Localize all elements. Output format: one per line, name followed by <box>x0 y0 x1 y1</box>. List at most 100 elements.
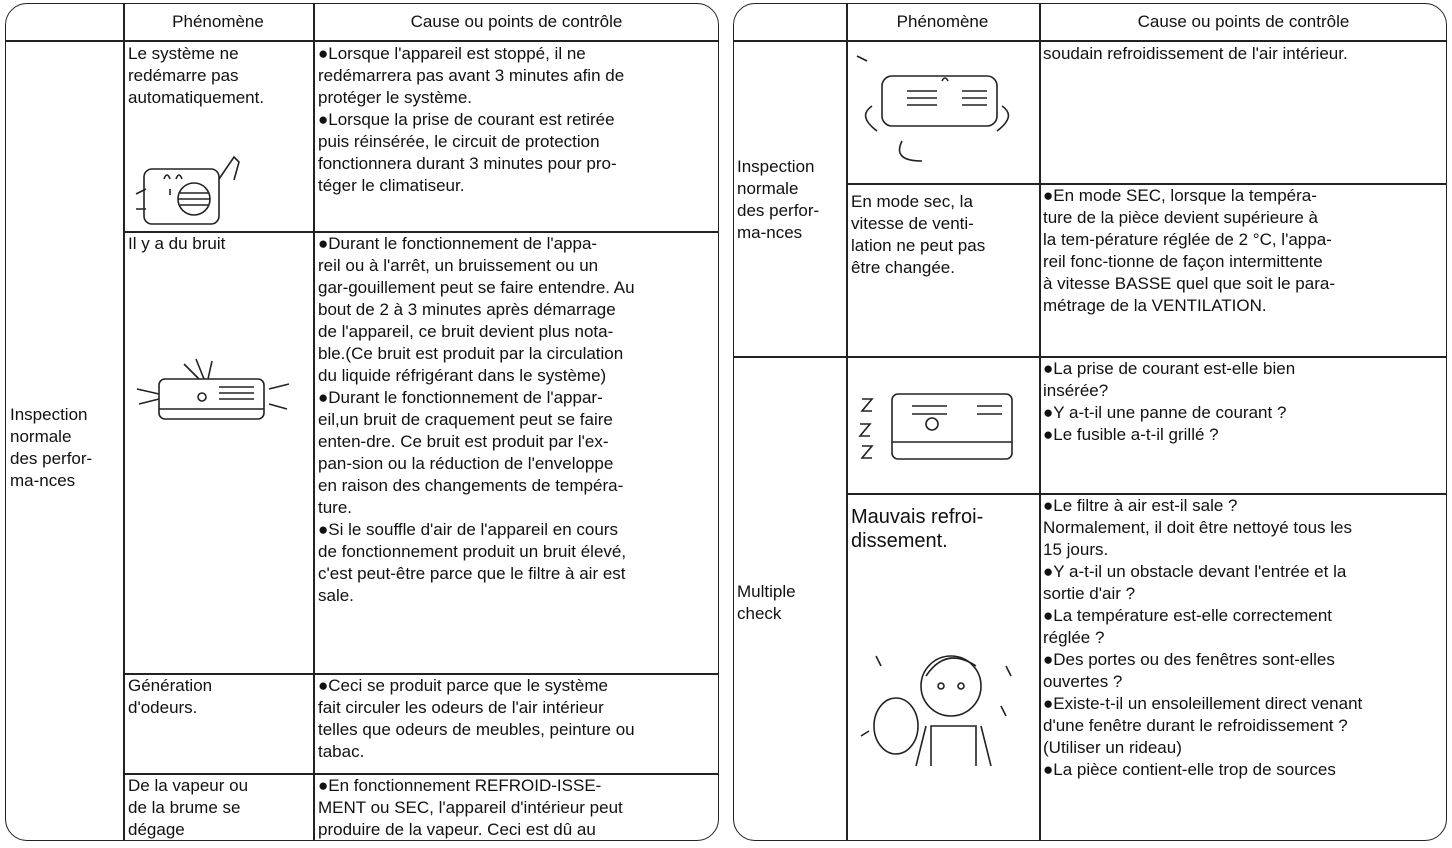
phenomenon-line: d'odeurs. <box>128 698 198 717</box>
cause-line: soudain refroidissement de l'air intérie… <box>1043 44 1348 63</box>
phenomenon-line: De la vapeur ou <box>128 776 249 795</box>
cause-line: eil,un bruit de craquement peut se faire <box>318 410 613 429</box>
cause-line: ●Le filtre à air est-il sale ? <box>1043 496 1238 515</box>
category-line: ma-nces <box>10 471 76 490</box>
phenomenon-line: En mode sec, la <box>851 192 973 211</box>
category-line: Inspection <box>10 405 88 424</box>
category-line: normale <box>10 427 72 446</box>
phenomenon-line: Génération <box>128 676 213 695</box>
phenomenon-line: automatiquement. <box>128 88 265 107</box>
cause-line: telles que odeurs de meubles, peinture o… <box>318 720 635 739</box>
cause-line: métrage de la VENTILATION. <box>1043 296 1267 315</box>
phenomenon-line: vitesse de venti- <box>851 214 974 233</box>
cause-line: fait circuler les odeurs de l'air intéri… <box>318 698 604 717</box>
illustration <box>860 655 1012 767</box>
cause-line: ●En mode SEC, lorsque la tempéra- <box>1043 186 1317 205</box>
rule <box>846 4 848 840</box>
phenomenon-line: lation ne peut pas <box>851 236 986 255</box>
category-line: des perfor- <box>737 201 820 220</box>
cause-line: fonctionnera durant 3 minutes pour pro- <box>318 154 617 173</box>
cause-line: ●Si le souffle d'air de l'appareil en co… <box>318 520 618 539</box>
rule <box>123 4 125 840</box>
category-line: Multiple <box>737 582 796 601</box>
illustration <box>858 393 1013 460</box>
rule <box>1039 4 1041 840</box>
column-header: Phénomène <box>896 12 989 31</box>
cause-line: ●Durant le fonctionnement de l'appar- <box>318 388 603 407</box>
left-table: Phénomène Cause ou points de contrôle Insp… <box>5 3 719 841</box>
cause-line: ●Lorsque l'appareil est stoppé, il ne <box>318 44 586 63</box>
cause-line: ●Des portes ou des fenêtres sont-elles <box>1043 650 1335 669</box>
cause-line: en raison des changements de tempéra- <box>318 476 624 495</box>
cause-line: ble.(Ce bruit est produit par la circula… <box>318 344 624 363</box>
cause-line: réglée ? <box>1043 628 1105 647</box>
cause-line: ●La prise de courant est-elle bien <box>1043 359 1296 378</box>
cause-line: ●Y a-t-il un obstacle devant l'entrée et… <box>1043 562 1347 581</box>
cause-line: d'une fenêtre durant le refroidissement … <box>1043 716 1348 735</box>
cause-line: ●En fonctionnement REFROID-ISSE- <box>318 776 602 795</box>
cause-line: ture. <box>318 498 353 517</box>
category-line: Inspection <box>737 157 815 176</box>
rule <box>123 773 718 775</box>
rule <box>6 40 718 42</box>
cause-line: ●Ceci se produit parce que le système <box>318 676 608 695</box>
cause-line: bout de 2 à 3 minutes après démarrage <box>318 300 616 319</box>
cause-line: puis réinsérée, le circuit de protection <box>318 132 600 151</box>
category-line: ma-nces <box>737 223 803 242</box>
phenomenon-line: être changée. <box>851 258 955 277</box>
cause-line: sale. <box>318 586 354 605</box>
cause-line: 15 jours. <box>1043 540 1109 559</box>
category-line: check <box>737 604 782 623</box>
phenomenon-line: Mauvais refroi- <box>851 506 984 528</box>
cause-line: ouvertes ? <box>1043 672 1123 691</box>
right-table: Phénomène Cause ou points de contrôle Insp… <box>733 3 1447 841</box>
cause-line: MENT ou SEC, l'appareil d'intérieur peut <box>318 798 623 817</box>
cause-line: produire de la vapeur. Ceci est dû au <box>318 820 596 839</box>
cause-line: de l'appareil, ce bruit devient plus not… <box>318 322 614 341</box>
illustration <box>136 358 290 420</box>
illustration <box>135 155 240 225</box>
rule <box>734 356 1446 358</box>
cause-line: enten-dre. Ce bruit est produit par l'ex… <box>318 432 609 451</box>
cause-line: redémarrera pas avant 3 minutes afin de <box>318 66 625 85</box>
category-line: normale <box>737 179 799 198</box>
cause-line: tabac. <box>318 742 365 761</box>
phenomenon-line: Le système ne <box>128 44 239 63</box>
cause-line: à vitesse BASSE quel que soit le para- <box>1043 274 1335 293</box>
rule <box>123 231 718 233</box>
cause-line: reil fonc-tionne de façon intermittente <box>1043 252 1323 271</box>
category-line: des perfor- <box>10 449 93 468</box>
rule <box>123 673 718 675</box>
column-header: Cause ou points de contrôle <box>1137 12 1350 31</box>
cause-line: ●Le fusible a-t-il grillé ? <box>1043 425 1219 444</box>
phenomenon-line: de la brume se <box>128 798 241 817</box>
cause-line: gar-gouillement peut se faire entendre. … <box>318 278 635 297</box>
cause-line: du liquide réfrigérant dans le système) <box>318 366 607 385</box>
column-header: Phénomène <box>172 12 264 31</box>
phenomenon-line: redémarre pas <box>128 66 239 85</box>
cause-line: ●Y a-t-il une panne de courant ? <box>1043 403 1287 422</box>
cause-line: ture de la pièce devient supérieure à <box>1043 208 1319 227</box>
rule <box>846 183 1446 185</box>
cause-line: insérée? <box>1043 381 1109 400</box>
cause-line: de fonctionnement produit un bruit élevé… <box>318 542 627 561</box>
phenomenon-line: dégage <box>128 820 185 839</box>
rule <box>846 493 1446 495</box>
cause-line: ●Existe-t-il un ensoleillement direct ve… <box>1043 694 1363 713</box>
cause-line: ●Durant le fonctionnement de l'appa- <box>318 234 598 253</box>
column-header: Cause ou points de contrôle <box>410 12 623 31</box>
cause-line: (Utiliser un rideau) <box>1043 738 1182 757</box>
phenomenon-line: dissement. <box>851 530 948 552</box>
cause-line: ●Lorsque la prise de courant est retirée <box>318 110 615 129</box>
cause-line: la tem-pérature réglée de 2 °C, l'appa- <box>1043 230 1332 249</box>
cause-line: pan-sion ou la réduction de l'enveloppe <box>318 454 614 473</box>
rule <box>734 40 1446 42</box>
cause-line: reil ou à l'arrêt, un bruissement ou un <box>318 256 599 275</box>
cause-line: c'est peut-être parce que le filtre à ai… <box>318 564 626 583</box>
cause-line: ●La pièce contient-elle trop de sources <box>1043 760 1336 779</box>
cause-line: téger le climatiseur. <box>318 176 465 195</box>
cause-line: Normalement, il doit être nettoyé tous l… <box>1043 518 1352 537</box>
cause-line: ●La température est-elle correctement <box>1043 606 1333 625</box>
rule <box>313 4 315 840</box>
